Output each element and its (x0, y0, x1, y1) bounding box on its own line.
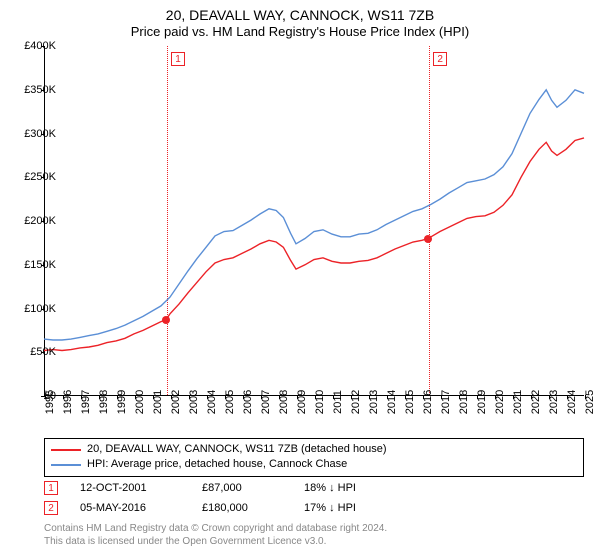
x-axis-label: 2025 (584, 390, 596, 414)
x-axis-label: 2012 (350, 390, 362, 414)
y-axis-label: £300K (24, 128, 56, 140)
y-axis-label: £350K (24, 84, 56, 96)
y-axis-label: £250K (24, 171, 56, 183)
series-price_paid (44, 138, 584, 351)
chart-area: 12 1995199619971998199920002001200220032… (44, 46, 584, 396)
legend-row: HPI: Average price, detached house, Cann… (51, 457, 577, 472)
series-hpi (44, 90, 584, 340)
sale-dot (162, 316, 170, 324)
sale-price: £180,000 (202, 502, 282, 514)
sale-delta: 17% ↓ HPI (304, 502, 404, 514)
x-axis-label: 2021 (512, 390, 524, 414)
x-axis-label: 2007 (260, 390, 272, 414)
legend-label: 20, DEAVALL WAY, CANNOCK, WS11 7ZB (deta… (87, 442, 387, 457)
x-axis-label: 2010 (314, 390, 326, 414)
x-axis-label: 2016 (422, 390, 434, 414)
y-axis-label: £150K (24, 259, 56, 271)
x-axis-label: 2011 (332, 390, 344, 414)
legend-row: 20, DEAVALL WAY, CANNOCK, WS11 7ZB (deta… (51, 442, 577, 457)
legend-box: 20, DEAVALL WAY, CANNOCK, WS11 7ZB (deta… (44, 438, 584, 477)
x-axis-label: 2002 (170, 390, 182, 414)
y-axis-label: £200K (24, 215, 56, 227)
x-axis-label: 2015 (404, 390, 416, 414)
x-axis-label: 1998 (98, 390, 110, 414)
footer-line2: This data is licensed under the Open Gov… (44, 535, 584, 548)
footer-attribution: Contains HM Land Registry data © Crown c… (44, 522, 584, 548)
x-axis-label: 2024 (566, 390, 578, 414)
x-axis-label: 2013 (368, 390, 380, 414)
x-axis-label: 2003 (188, 390, 200, 414)
sale-date: 12-OCT-2001 (80, 482, 180, 494)
sale-price: £87,000 (202, 482, 282, 494)
x-axis-label: 2017 (440, 390, 452, 414)
x-axis-label: 2014 (386, 390, 398, 414)
chart-container: 20, DEAVALL WAY, CANNOCK, WS11 7ZB Price… (0, 0, 600, 560)
x-axis-label: 1999 (116, 390, 128, 414)
sale-row: 1 12-OCT-2001 £87,000 18% ↓ HPI (44, 478, 584, 498)
sale-badge: 1 (44, 481, 58, 495)
x-axis-label: 2019 (476, 390, 488, 414)
x-axis-label: 2018 (458, 390, 470, 414)
legend-label: HPI: Average price, detached house, Cann… (87, 457, 347, 472)
x-axis-label: 2000 (134, 390, 146, 414)
x-axis-label: 2001 (152, 390, 164, 414)
sale-badge: 2 (44, 501, 58, 515)
x-axis-label: 2008 (278, 390, 290, 414)
sale-delta: 18% ↓ HPI (304, 482, 404, 494)
x-axis-label: 2004 (206, 390, 218, 414)
sale-row: 2 05-MAY-2016 £180,000 17% ↓ HPI (44, 498, 584, 518)
legend-swatch (51, 464, 81, 466)
x-axis-label: 1996 (62, 390, 74, 414)
footer-line1: Contains HM Land Registry data © Crown c… (44, 522, 584, 535)
y-axis-label: £400K (24, 40, 56, 52)
y-axis-label: £50K (30, 346, 56, 358)
y-axis-label: £100K (24, 303, 56, 315)
sale-dot (424, 235, 432, 243)
x-axis-label: 2023 (548, 390, 560, 414)
legend-swatch (51, 449, 81, 451)
x-axis-label: 2022 (530, 390, 542, 414)
y-axis-label: £0 (44, 390, 56, 402)
x-axis-label: 2005 (224, 390, 236, 414)
x-axis-label: 2020 (494, 390, 506, 414)
sales-table: 1 12-OCT-2001 £87,000 18% ↓ HPI 2 05-MAY-2016… (44, 478, 584, 518)
title-subtitle: Price paid vs. HM Land Registry's House … (0, 24, 600, 41)
x-axis-label: 2009 (296, 390, 308, 414)
chart-lines (44, 46, 584, 396)
title-address: 20, DEAVALL WAY, CANNOCK, WS11 7ZB (0, 6, 600, 24)
title-block: 20, DEAVALL WAY, CANNOCK, WS11 7ZB Price… (0, 0, 600, 41)
sale-date: 05-MAY-2016 (80, 502, 180, 514)
x-axis-label: 2006 (242, 390, 254, 414)
x-axis-label: 1997 (80, 390, 92, 414)
